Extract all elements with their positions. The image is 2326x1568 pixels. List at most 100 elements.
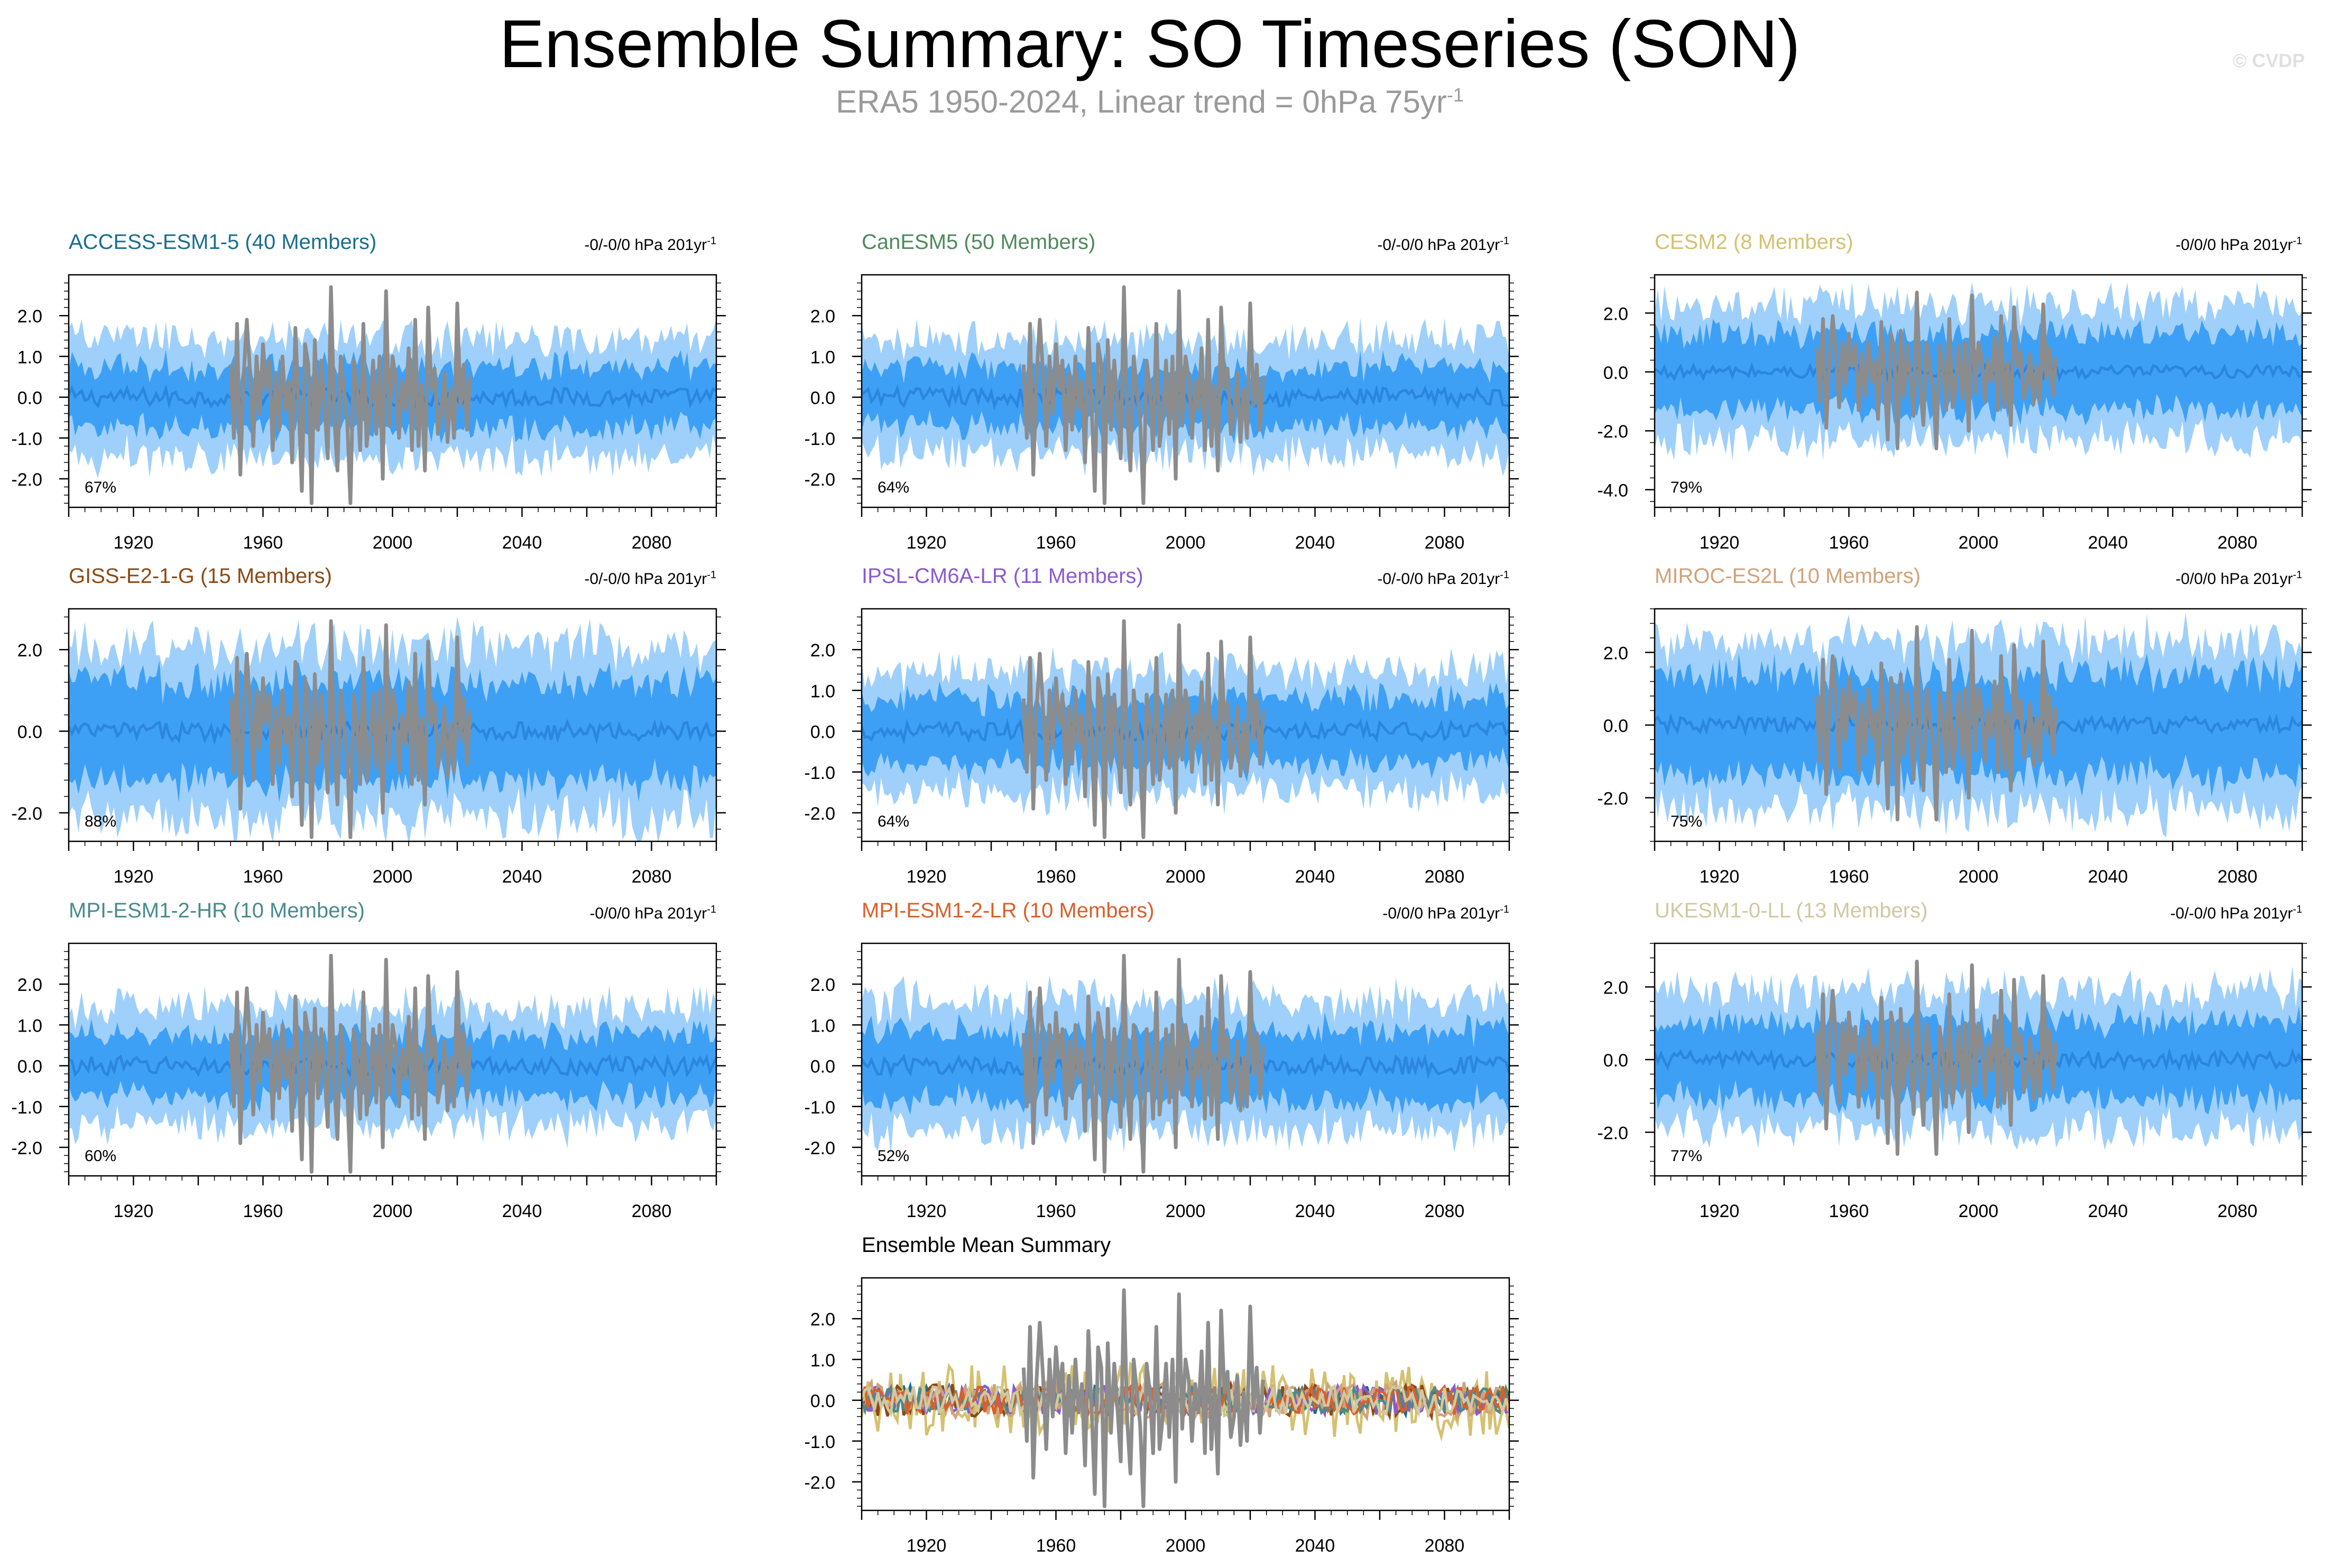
page-title: Ensemble Summary: SO Timeseries (SON) <box>499 6 1801 82</box>
observations-line <box>1021 619 1265 839</box>
trend-text: -0/-0/0 hPa 201yr <box>1377 236 1500 254</box>
y-tick-label: -1.0 <box>11 1098 42 1118</box>
x-tick-label: 2040 <box>502 1201 542 1221</box>
x-tick-label: 1920 <box>907 867 947 887</box>
y-tick-label: 1.0 <box>17 1016 42 1036</box>
x-tick-label: 1960 <box>243 1201 283 1221</box>
observations-line <box>228 619 472 839</box>
y-tick-label: -1.0 <box>804 1432 835 1452</box>
observations-line <box>1814 959 2058 1156</box>
x-tick-label: 2000 <box>1166 1536 1206 1556</box>
x-tick-label: 2080 <box>1425 867 1465 887</box>
plot-area <box>862 1288 1509 1508</box>
ensemble-interquartile-band <box>1655 653 2302 797</box>
trend-text: -0/0/0 hPa 201yr <box>1382 905 1500 922</box>
panel-8: 2.0 0.0 -2.0 1920 1960 2000 2040 2080 77% <box>1597 942 2312 1221</box>
watermark: © CVDP <box>2232 50 2305 71</box>
trend-text: -0/0/0 hPa 201yr <box>2175 570 2293 588</box>
page-subtitle: ERA5 1950-2024, Linear trend = 0hPa 75yr… <box>0 83 2300 120</box>
trend-exponent: -1 <box>707 904 716 915</box>
x-tick-label: 2040 <box>1295 1536 1335 1556</box>
y-tick-label: -2.0 <box>1597 789 1628 809</box>
ensemble-mean-line <box>69 1052 716 1079</box>
y-tick-label: 0.0 <box>17 1057 42 1077</box>
y-tick-label: 2.0 <box>810 641 835 661</box>
panel-title: ACCESS-ESM1-5 (40 Members) <box>69 230 377 254</box>
trend-text: -0/0/0 hPa 201yr <box>2175 236 2293 254</box>
panel-title: CanESM5 (50 Members) <box>862 230 1096 254</box>
y-tick-label: -2.0 <box>804 1138 835 1158</box>
plot-area <box>1655 613 2302 838</box>
observations-line <box>228 953 472 1174</box>
x-tick-label: 2040 <box>2088 533 2128 553</box>
panel-7: 2.0 1.0 0.0 -1.0 -2.0 1920 1960 2000 2040 2080 52% <box>804 942 1519 1221</box>
ensemble-mean-line <box>1655 361 2302 383</box>
x-tick-label: 2080 <box>632 867 672 887</box>
y-tick-label: 1.0 <box>810 1350 835 1370</box>
x-tick-label: 2000 <box>1959 867 1999 887</box>
x-tick-label: 1960 <box>1036 533 1076 553</box>
x-tick-label: 2040 <box>502 533 542 553</box>
x-tick-label: 2080 <box>2218 1201 2258 1221</box>
y-tick-label: 2.0 <box>1603 978 1628 998</box>
x-tick-label: 1960 <box>243 533 283 553</box>
plot-area <box>69 285 716 505</box>
percent-label: 60% <box>85 1147 116 1165</box>
x-tick-label: 2000 <box>373 867 413 887</box>
y-tick-label: 0.0 <box>810 388 835 409</box>
plot-area <box>69 953 716 1174</box>
panel-3: 2.0 0.0 -2.0 1920 1960 2000 2040 2080 88% <box>11 608 726 887</box>
panel-title: IPSL-CM6A-LR (11 Members) <box>862 564 1143 588</box>
percent-label: 79% <box>1670 479 1702 496</box>
panel-title: MIROC-ES2L (10 Members) <box>1655 564 1921 588</box>
ensemble-interquartile-band <box>69 1018 716 1112</box>
x-tick-label: 1920 <box>114 533 154 553</box>
observations-line <box>1021 953 1265 1174</box>
trend-text: -0/-0/0 hPa 201yr <box>584 570 707 588</box>
panel-title: MPI-ESM1-2-HR (10 Members) <box>69 899 365 922</box>
y-tick-label: -2.0 <box>11 1138 42 1158</box>
model-mean-line <box>862 1381 1509 1418</box>
x-tick-label: 2080 <box>1425 533 1465 553</box>
y-tick-label: -4.0 <box>1597 481 1628 501</box>
y-tick-label: -2.0 <box>804 470 835 490</box>
y-tick-label: 1.0 <box>810 681 835 701</box>
y-tick-label: 1.0 <box>17 347 42 367</box>
observations-line <box>1021 285 1265 505</box>
observations-line <box>1021 1288 1265 1508</box>
y-tick-label: -2.0 <box>11 470 42 490</box>
y-tick-label: 2.0 <box>17 975 42 995</box>
x-tick-label: 2040 <box>2088 1201 2128 1221</box>
x-tick-label: 1920 <box>1700 1201 1740 1221</box>
x-tick-label: 2000 <box>373 533 413 553</box>
panel-5: 2.0 0.0 -2.0 1920 1960 2000 2040 2080 75% <box>1597 608 2312 887</box>
y-tick-label: 0.0 <box>1603 716 1628 736</box>
y-tick-label: 0.0 <box>810 722 835 743</box>
y-tick-label: 2.0 <box>810 307 835 327</box>
x-tick-label: 1960 <box>1829 1201 1869 1221</box>
x-tick-label: 2080 <box>632 533 672 553</box>
panel-title: UKESM1-0-LL (13 Members) <box>1655 899 1928 922</box>
x-tick-label: 2040 <box>502 867 542 887</box>
percent-label: 67% <box>85 479 116 496</box>
trend-text: -0/-0/0 hPa 201yr <box>1377 570 1500 588</box>
x-tick-label: 1920 <box>907 533 947 553</box>
panel-trend: -0/-0/0 hPa 201yr-1 <box>526 236 716 253</box>
trend-text: -0/-0/0 hPa 201yr <box>2170 905 2293 922</box>
panel-trend: -0/0/0 hPa 201yr-1 <box>526 904 716 922</box>
panel-trend: -0/0/0 hPa 201yr-1 <box>2112 570 2302 587</box>
plot-area <box>862 953 1509 1174</box>
x-tick-label: 1960 <box>1829 533 1869 553</box>
x-tick-label: 1960 <box>1829 867 1869 887</box>
plot-area <box>69 617 716 841</box>
x-tick-label: 1920 <box>114 1201 154 1221</box>
trend-exponent: -1 <box>1500 569 1509 581</box>
trend-exponent: -1 <box>2293 904 2302 915</box>
trend-text: -0/0/0 hPa 201yr <box>589 905 707 922</box>
ensemble-interquartile-band <box>1655 318 2302 426</box>
panel-trend: -0/0/0 hPa 201yr-1 <box>1319 904 1509 922</box>
y-tick-label: 2.0 <box>1603 304 1628 324</box>
y-tick-label: -2.0 <box>11 804 42 824</box>
ensemble-interquartile-band <box>69 660 716 803</box>
